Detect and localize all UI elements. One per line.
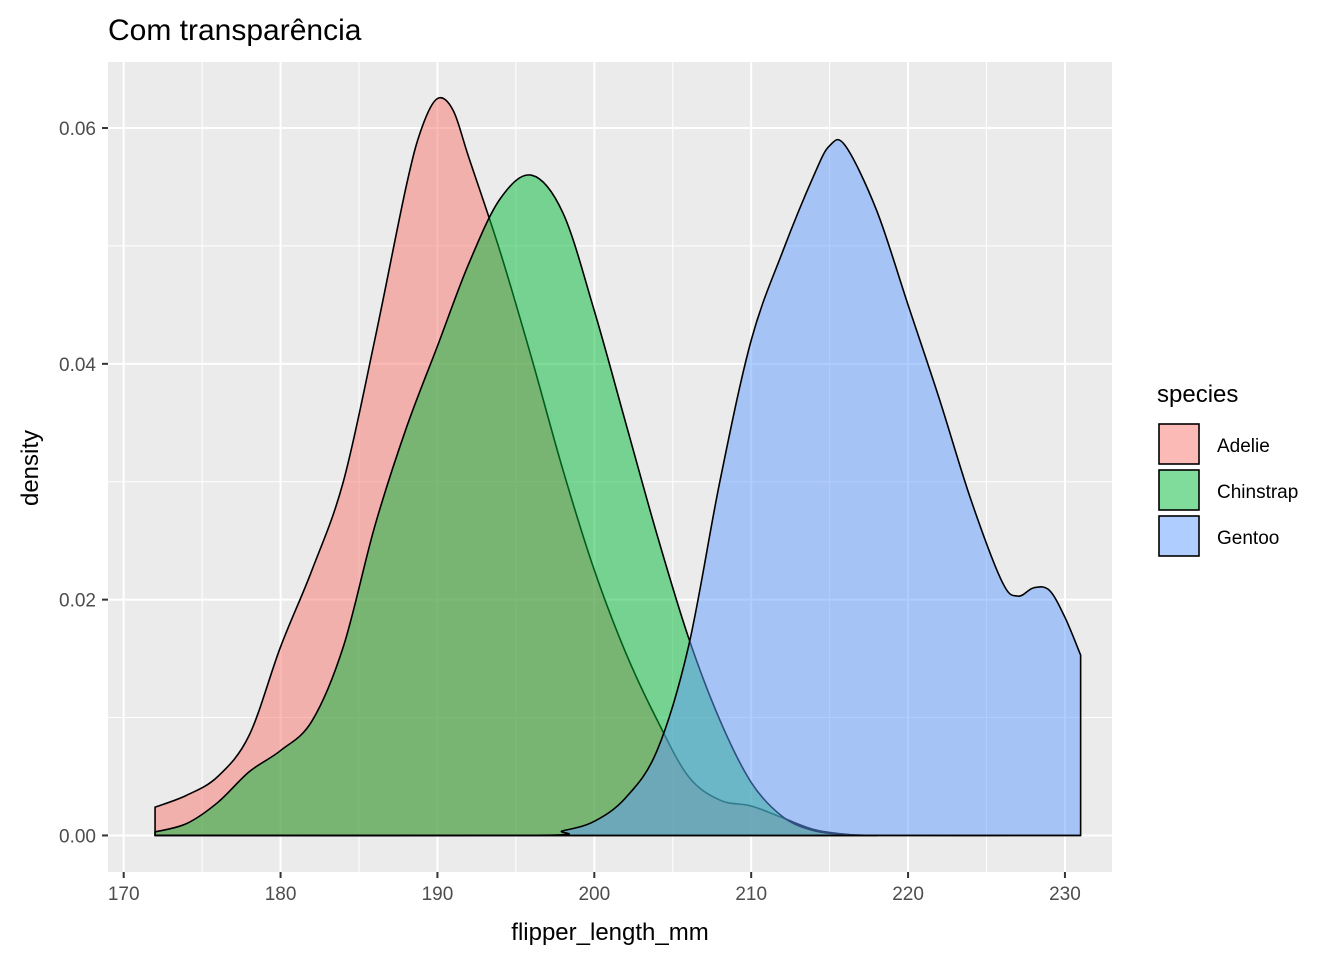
- legend-swatch-chinstrap: [1158, 469, 1200, 511]
- legend-label-adelie: Adelie: [1217, 436, 1270, 457]
- x-tick-label: 170: [108, 884, 140, 905]
- chart-title: Com transparência: [108, 14, 362, 47]
- legend-title: species: [1157, 381, 1238, 408]
- x-tick-label: 230: [1049, 884, 1081, 905]
- x-tick-label: 180: [265, 884, 297, 905]
- y-axis: 0.00 0.02 0.04 0.06: [59, 119, 108, 847]
- y-tick-label: 0.02: [59, 591, 96, 612]
- legend-label-gentoo: Gentoo: [1217, 528, 1279, 549]
- density-area-gentoo: [154, 138, 1082, 837]
- legend-label-chinstrap: Chinstrap: [1217, 482, 1298, 503]
- legend-swatch-gentoo: [1158, 515, 1200, 557]
- density-series: [154, 96, 1082, 837]
- legend: species Adelie Chinstrap Gentoo: [1157, 381, 1298, 558]
- legend-swatch-adelie: [1158, 423, 1200, 465]
- x-tick-label: 200: [578, 884, 610, 905]
- x-tick-label: 220: [892, 884, 924, 905]
- y-tick-label: 0.04: [59, 355, 96, 376]
- x-axis-title: flipper_length_mm: [511, 919, 708, 946]
- x-axis: 170 180 190 200 210 220 230: [108, 872, 1081, 905]
- y-axis-title: density: [17, 430, 44, 506]
- x-tick-label: 210: [735, 884, 767, 905]
- y-tick-label: 0.00: [59, 826, 96, 847]
- y-tick-label: 0.06: [59, 119, 96, 140]
- x-tick-label: 190: [422, 884, 454, 905]
